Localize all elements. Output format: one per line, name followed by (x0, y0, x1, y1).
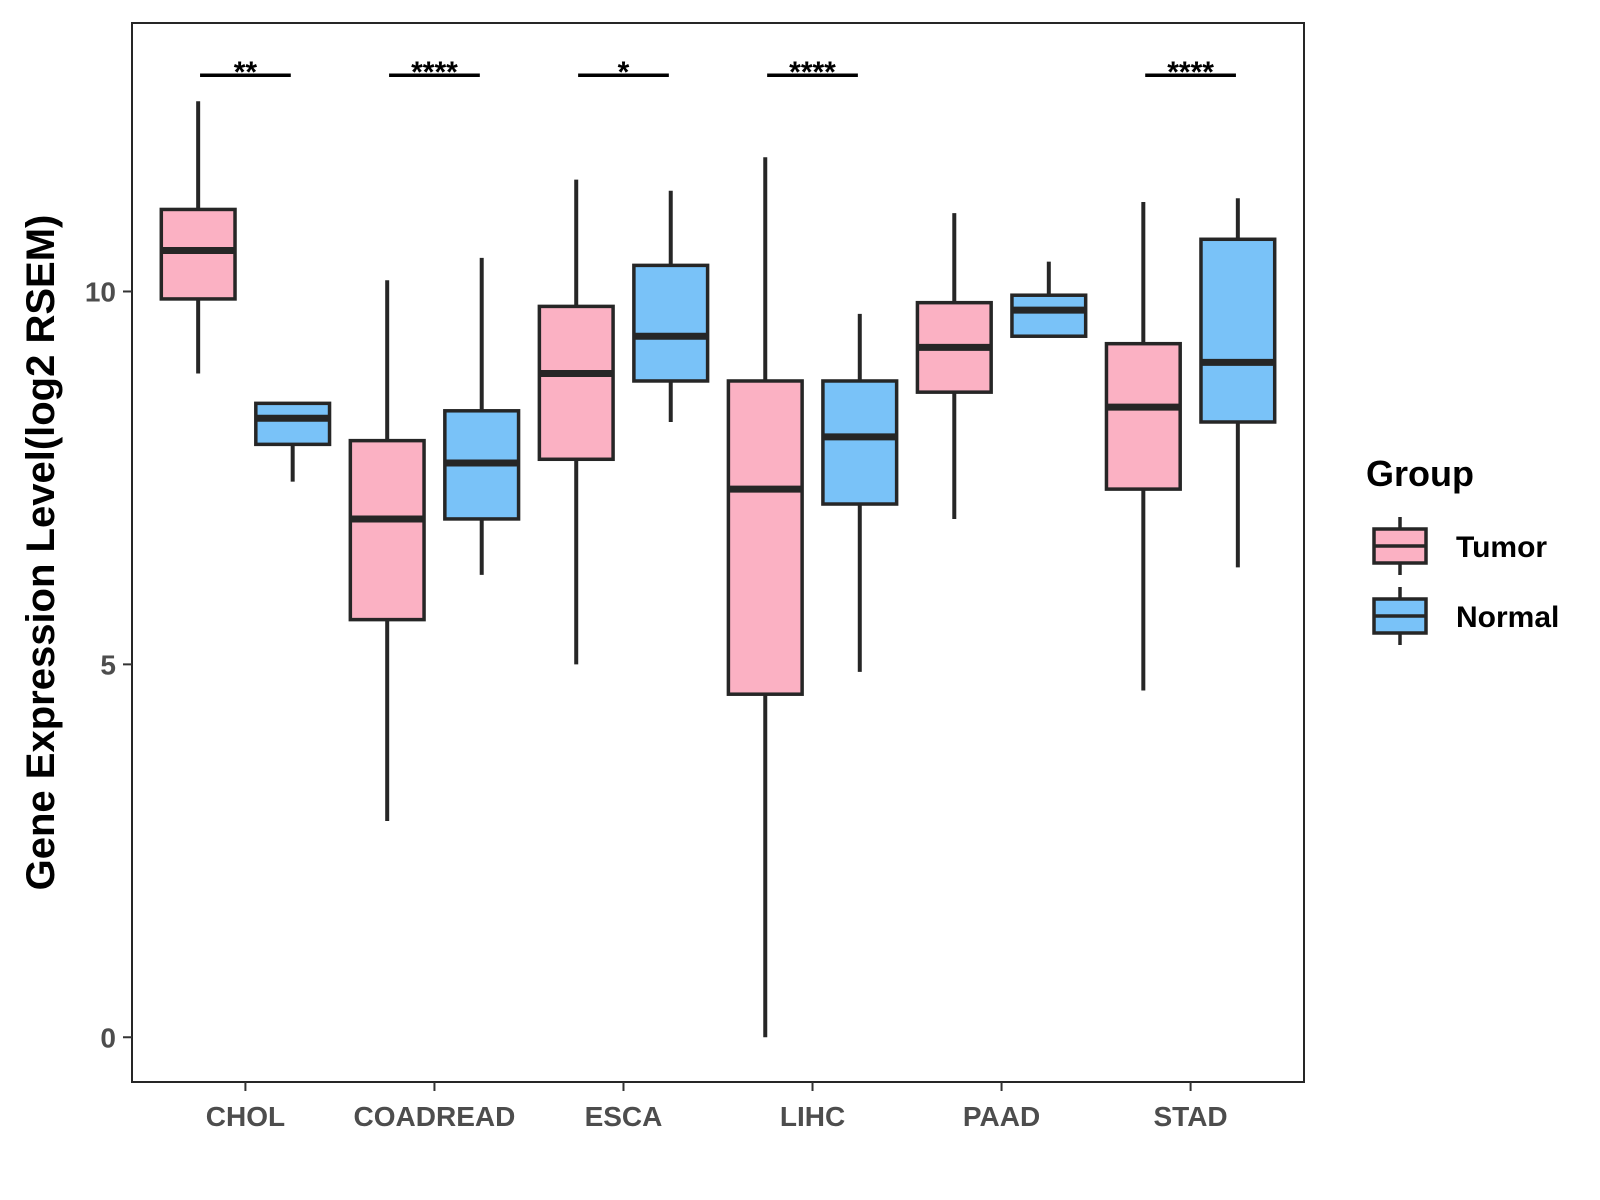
box-normal-stad (1199, 198, 1277, 568)
axes: 0 5 10 CHOL COADREAD ESCA LIHC PAAD STAD (85, 276, 1228, 1132)
x-tick-label: ESCA (585, 1101, 663, 1132)
y-tick-label: 10 (85, 276, 116, 307)
box-normal-coadread (443, 257, 521, 575)
panel-border (131, 22, 1305, 1083)
box-normal-lihc (821, 313, 899, 672)
box-normal-chol (254, 401, 332, 482)
iqr-box (821, 379, 899, 506)
box-tumor-chol (159, 101, 237, 374)
legend-item-tumor: Tumor (1372, 517, 1547, 575)
iqr-box (1010, 293, 1088, 338)
y-tick-label: 0 (100, 1022, 116, 1053)
iqr-box (254, 401, 332, 447)
legend-item-normal: Normal (1372, 587, 1559, 645)
plot-area: ** **** * **** **** (159, 56, 1277, 1038)
x-tick-label: LIHC (780, 1101, 845, 1132)
legend-title: Group (1366, 453, 1474, 494)
legend-label: Normal (1456, 601, 1559, 634)
significance-stad: **** (1145, 56, 1236, 89)
significance-label: **** (789, 56, 836, 89)
x-tick-label: CHOL (206, 1101, 285, 1132)
x-tick-label: PAAD (963, 1101, 1040, 1132)
iqr-box (159, 207, 237, 301)
box-normal-paad (1010, 261, 1088, 338)
significance-label: **** (1167, 56, 1214, 89)
box-tumor-paad (915, 213, 993, 519)
y-tick-label: 5 (100, 649, 116, 680)
significance-label: **** (411, 56, 458, 89)
y-axis-title: Gene Expression Level(log2 RSEM) (19, 215, 63, 891)
iqr-box (1104, 341, 1182, 491)
legend: Group Tumor Normal (1366, 453, 1559, 645)
significance-chol: ** (200, 56, 291, 89)
iqr-box (537, 304, 615, 462)
iqr-box (348, 438, 426, 622)
box-tumor-esca (537, 179, 615, 665)
box-tumor-stad (1104, 201, 1182, 691)
iqr-box (726, 379, 804, 696)
significance-esca: * (578, 56, 669, 89)
significance-label: ** (234, 56, 258, 89)
x-tick-label: STAD (1154, 1101, 1228, 1132)
box-tumor-lihc (726, 157, 804, 1038)
legend-label: Tumor (1456, 531, 1547, 564)
iqr-box (1199, 237, 1277, 424)
x-tick-label: COADREAD (354, 1101, 516, 1132)
significance-label: * (618, 56, 630, 89)
iqr-box (632, 263, 710, 383)
significance-coadread: **** (389, 56, 480, 89)
significance-lihc: **** (767, 56, 858, 89)
box-tumor-coadread (348, 280, 426, 821)
box-normal-esca (632, 190, 710, 422)
